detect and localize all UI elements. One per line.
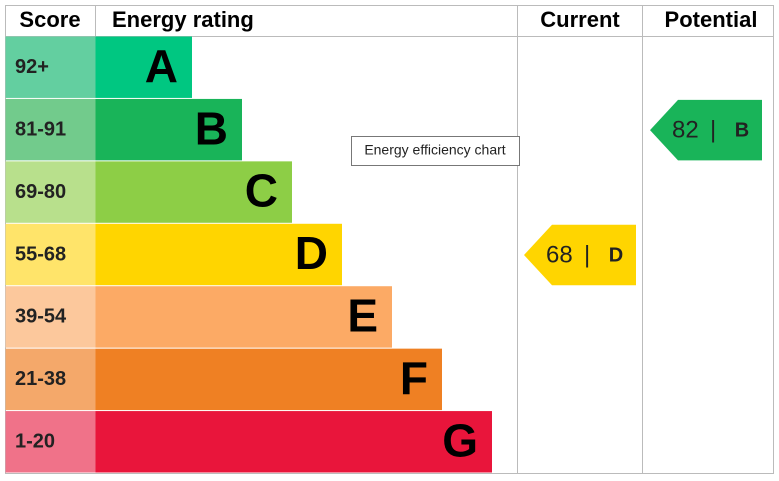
separator: | [584, 241, 590, 268]
potential-letter: B [735, 119, 749, 141]
score-cell [5, 161, 96, 223]
score-cell [5, 411, 96, 473]
score-label: 55-68 [15, 243, 66, 265]
rating-letter: E [347, 290, 378, 342]
score-label: 69-80 [15, 181, 66, 203]
rating-letter: F [400, 352, 428, 404]
header-rating: Energy rating [112, 7, 254, 32]
current-arrow [524, 224, 636, 286]
score-cell [5, 36, 96, 98]
rating-letter: D [295, 227, 328, 279]
score-label: 92+ [15, 56, 49, 78]
header-potential: Potential [665, 7, 758, 32]
rating-bar [95, 223, 342, 286]
separator: | [710, 116, 716, 143]
rating-bar [95, 411, 492, 473]
score-cell [5, 348, 96, 411]
bands: 92+ A 81-91 B 69-80 C 55-68 D 39-54 E 21-38 F 1-20 G [5, 36, 492, 473]
current-letter: D [609, 244, 623, 266]
tooltip: Energy efficiency chart [351, 136, 520, 166]
score-cell [5, 223, 96, 286]
rating-letter: C [245, 165, 278, 217]
tooltip-text: Energy efficiency chart [364, 142, 505, 158]
rating-bar [95, 36, 192, 98]
current-value: 68 [546, 241, 573, 268]
rating-bar [95, 286, 392, 348]
potential-value: 82 [672, 116, 699, 143]
header-score: Score [19, 7, 80, 32]
score-label: 81-91 [15, 118, 66, 140]
rating-bar [95, 161, 292, 223]
score-label: 39-54 [15, 306, 67, 328]
header-current: Current [540, 7, 620, 32]
rating-bar [95, 348, 442, 411]
potential-arrow [650, 99, 762, 161]
rating-letter: G [442, 414, 478, 466]
rating-letter: B [195, 102, 228, 154]
score-label: 1-20 [15, 431, 55, 453]
score-cell [5, 98, 96, 161]
score-label: 21-38 [15, 368, 66, 390]
score-cell [5, 286, 96, 348]
rating-letter: A [145, 40, 178, 92]
rating-bar [95, 98, 242, 161]
